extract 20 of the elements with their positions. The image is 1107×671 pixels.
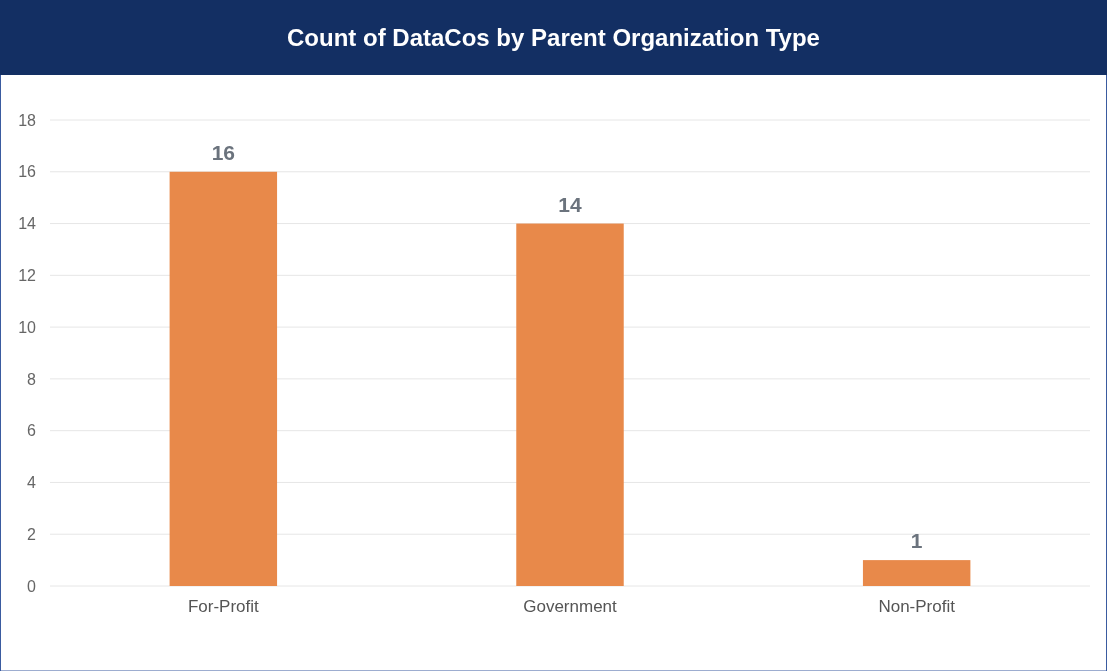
y-tick-label: 18 <box>18 111 37 129</box>
x-tick-label: Government <box>523 597 618 617</box>
x-tick-label: For-Profit <box>187 597 260 617</box>
chart-title: Count of DataCos by Parent Organization Type <box>287 24 820 51</box>
y-tick-label: 12 <box>18 266 37 284</box>
data-label: 14 <box>558 192 582 216</box>
y-tick-label: 8 <box>27 370 37 388</box>
y-tick-label: 10 <box>18 318 37 336</box>
y-tick-label: 2 <box>27 525 37 543</box>
bar <box>169 171 278 586</box>
y-tick-label: 14 <box>18 215 37 233</box>
y-tick-label: 6 <box>27 422 37 440</box>
y-tick-label: 4 <box>27 474 37 492</box>
data-label: 16 <box>211 140 236 164</box>
bar <box>516 223 624 586</box>
x-tick-label: Non-Profit <box>878 597 956 617</box>
y-tick-label: 16 <box>18 163 37 181</box>
y-tick-label: 0 <box>27 577 37 595</box>
bar <box>862 560 971 586</box>
data-label: 1 <box>910 529 923 553</box>
